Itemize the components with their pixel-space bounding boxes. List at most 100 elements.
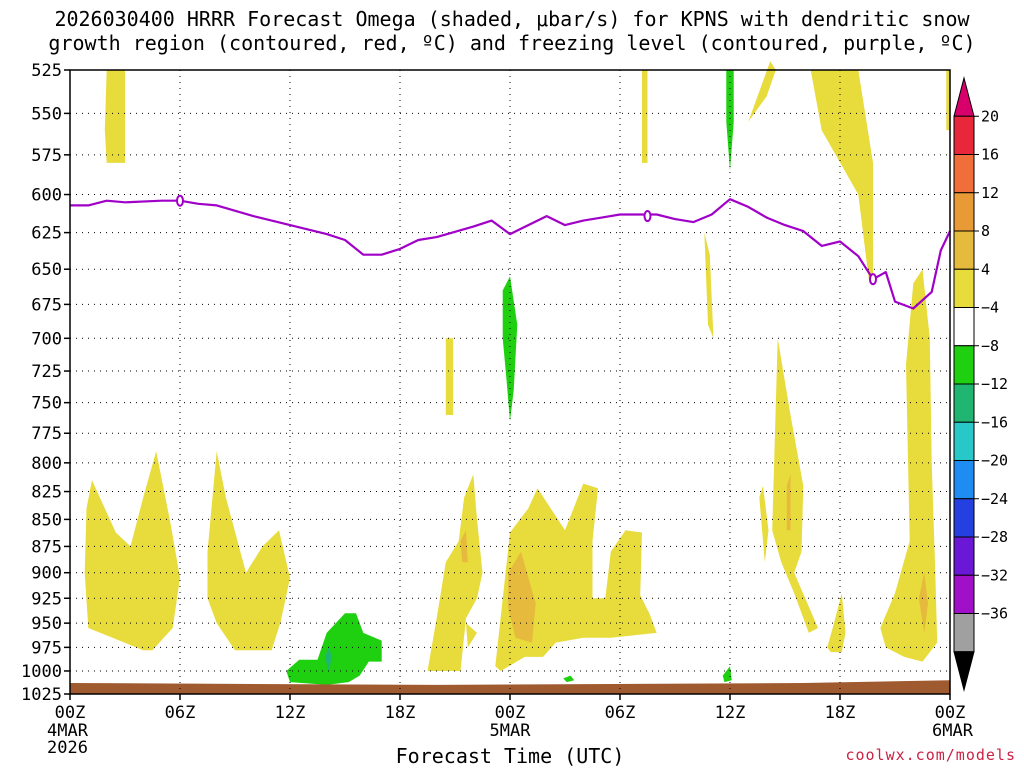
omega-region-22: [726, 70, 734, 171]
y-tick-label: 1000: [21, 662, 62, 682]
colorbar-bin: [953, 536, 975, 576]
freezing-level-label: [869, 273, 877, 286]
omega-region-1: [84, 451, 180, 651]
colorbar-label: −36: [981, 605, 1008, 623]
x-tick-sublabel: 6MAR: [932, 721, 974, 741]
x-tick-label: 00Z: [495, 703, 526, 723]
x-tick-label: 00Z: [935, 703, 966, 723]
colorbar-label: 8: [981, 222, 990, 240]
y-tick-label: 750: [31, 394, 62, 414]
omega-region-10: [810, 70, 873, 284]
omega-region-13: [827, 593, 846, 653]
x-tick-sublabel: 4MAR: [47, 721, 89, 741]
y-axis: 525 550 575 600 625 650 675 700 725 750 775 800 825 8…: [21, 61, 70, 705]
omega-shading-layer: [84, 61, 950, 685]
colorbar-label: −20: [981, 452, 1008, 470]
colorbar-bin: [953, 613, 975, 653]
omega-region-6: [466, 623, 477, 648]
y-tick-label: 675: [31, 295, 62, 315]
colorbar-label: −4: [981, 299, 999, 317]
freezing-level-layer: [70, 194, 951, 310]
x-tick-label: 06Z: [605, 703, 636, 723]
colorbar-bin: [953, 307, 975, 347]
omega-region-8: [704, 232, 714, 339]
y-tick-label: 550: [31, 104, 62, 124]
y-tick-label: 850: [31, 510, 62, 530]
x-tick-sublabel: 5MAR: [490, 721, 532, 741]
omega-region-7: [642, 70, 648, 163]
colorbar-bin: [953, 498, 975, 538]
colorbar-bin: [953, 230, 975, 270]
chart-title-line-2: growth region (contoured, red, ºC) and f…: [48, 31, 976, 55]
colorbar-bin: [953, 651, 975, 692]
colorbar-label: 4: [981, 260, 990, 278]
y-tick-label: 975: [31, 638, 62, 658]
omega-region-25: [324, 647, 333, 671]
y-tick-label: 575: [31, 146, 62, 166]
colorbar-label: 16: [981, 146, 999, 164]
colorbar-label: −24: [981, 490, 1008, 508]
colorbar-label: −12: [981, 375, 1008, 393]
x-tick-label: 18Z: [385, 703, 416, 723]
colorbar: 20 16 12 8 4 −4 −8 −12 −16 −20 −24 −28 −32 −36: [953, 76, 1008, 692]
x-tick-label: 06Z: [165, 703, 196, 723]
colorbar-bin: [953, 268, 975, 308]
omega-region-16: [508, 551, 536, 643]
x-tick-label: 12Z: [715, 703, 746, 723]
omega-region-20: [286, 613, 382, 685]
omega-region-2: [207, 451, 290, 651]
colorbar-label: 12: [981, 184, 999, 202]
freezing-level-line: [70, 198, 951, 310]
colorbar-bin: [953, 383, 975, 423]
freezing-level-label: [643, 210, 652, 223]
omega-region-5: [495, 483, 657, 671]
freezing-level-label: [176, 194, 184, 207]
colorbar-bin: [953, 76, 975, 117]
y-tick-label: 700: [31, 329, 62, 349]
omega-region-9: [748, 61, 776, 122]
surface-band: [70, 680, 950, 694]
x-tick-label: 12Z: [275, 703, 306, 723]
colorbar-label: −28: [981, 528, 1008, 546]
colorbar-label: −16: [981, 413, 1008, 431]
colorbar-bin: [953, 154, 975, 194]
omega-region-15: [946, 70, 950, 131]
surface-layer: [70, 680, 950, 694]
colorbar-label: 20: [981, 107, 999, 125]
colorbar-bin: [953, 574, 975, 614]
x-tick-label: 18Z: [825, 703, 856, 723]
colorbar-label: −8: [981, 337, 999, 355]
y-tick-label: 950: [31, 614, 62, 634]
x-tick-sublabel: 2026: [47, 738, 88, 758]
omega-region-11: [759, 485, 769, 563]
omega-region-12: [772, 338, 818, 633]
omega-region-24: [563, 675, 575, 683]
omega-region-18: [786, 474, 791, 531]
y-tick-label: 925: [31, 589, 62, 609]
omega-region-14: [880, 269, 938, 662]
colorbar-bin: [953, 192, 975, 232]
y-tick-label: 825: [31, 483, 62, 503]
colorbar-bin: [953, 460, 975, 500]
y-tick-label: 625: [31, 224, 62, 244]
colorbar-label: −32: [981, 566, 1008, 584]
y-tick-label: 875: [31, 537, 62, 557]
x-tick-label: 00Z: [55, 703, 86, 723]
colorbar-bin: [953, 345, 975, 385]
omega-region-17: [460, 530, 468, 563]
colorbar-bin: [953, 421, 975, 461]
x-axis-label: Forecast Time (UTC): [395, 744, 625, 768]
watermark: coolwx.com/models: [845, 746, 1016, 764]
omega-region-3: [427, 474, 483, 671]
omega-region-23: [722, 666, 732, 683]
omega-region-19: [918, 572, 928, 633]
y-tick-label: 725: [31, 362, 62, 382]
omega-region-0: [104, 70, 125, 163]
y-tick-label: 650: [31, 260, 62, 280]
chart-title-line-1: 2026030400 HRRR Forecast Omega (shaded, …: [54, 7, 970, 31]
y-tick-label: 600: [31, 186, 62, 206]
y-tick-label: 900: [31, 564, 62, 584]
omega-region-21: [502, 276, 518, 422]
